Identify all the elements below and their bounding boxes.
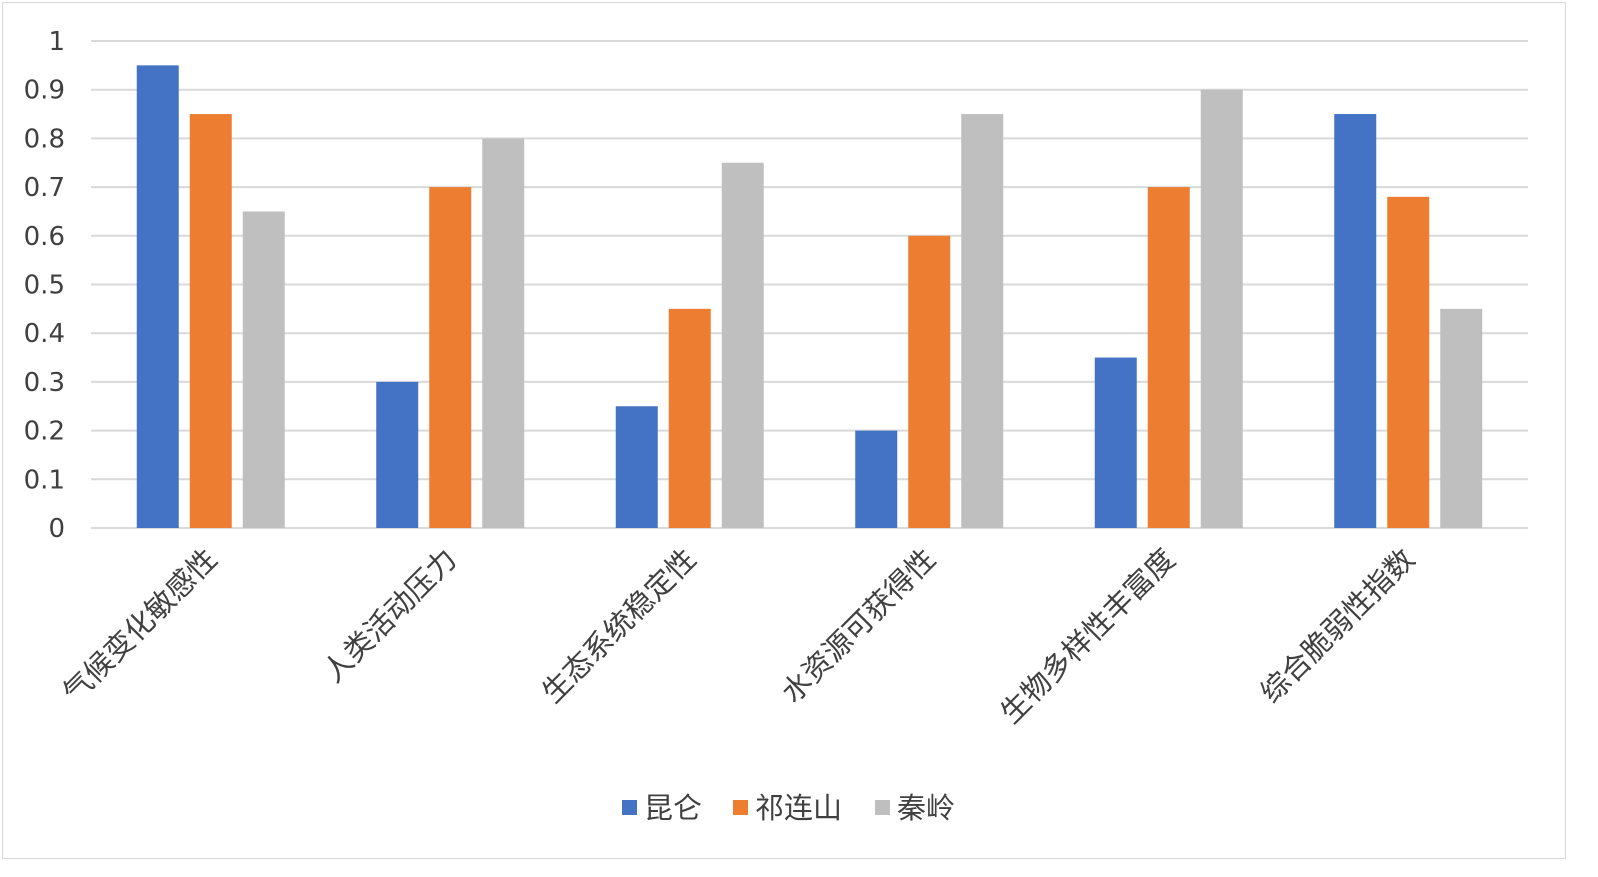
y-tick-label: 0.4 bbox=[24, 319, 65, 349]
legend: 昆仑 祁连山 秦岭 bbox=[622, 791, 955, 825]
x-tick-label: 水资源可获得性 bbox=[775, 542, 943, 710]
y-tick-label: 0 bbox=[48, 514, 65, 544]
x-tick-label: 生态系统稳定性 bbox=[535, 542, 703, 710]
bar-3-1 bbox=[242, 211, 285, 528]
bars bbox=[136, 65, 1483, 529]
bar-2-3 bbox=[668, 308, 711, 528]
bar-2-6 bbox=[1387, 196, 1430, 528]
bar-1-3 bbox=[615, 406, 658, 528]
y-axis: 0 0.1 0.2 0.3 0.4 0.5 0.6 0.7 0.8 0.9 1 bbox=[24, 27, 65, 544]
legend-label: 秦岭 bbox=[897, 791, 955, 825]
bar-3-4 bbox=[961, 114, 1004, 529]
bar-1-5 bbox=[1094, 357, 1137, 528]
y-tick-label: 0.5 bbox=[24, 271, 65, 301]
x-tick-label: 气候变化敏感性 bbox=[56, 542, 224, 710]
y-tick-label: 0.2 bbox=[24, 417, 65, 447]
legend-swatch bbox=[875, 800, 890, 815]
y-tick-label: 1 bbox=[48, 27, 65, 57]
x-tick-label: 生物多样性丰富度 bbox=[994, 542, 1182, 730]
bar-1-1 bbox=[136, 65, 179, 528]
y-tick-label: 0.8 bbox=[24, 124, 65, 154]
bar-3-6 bbox=[1440, 308, 1483, 528]
legend-label: 祁连山 bbox=[755, 791, 842, 825]
bar-1-4 bbox=[855, 430, 898, 528]
legend-swatch bbox=[733, 800, 748, 815]
y-tick-label: 0.7 bbox=[24, 173, 65, 203]
y-tick-label: 0.6 bbox=[24, 222, 65, 252]
legend-label: 昆仑 bbox=[644, 791, 702, 825]
bar-1-2 bbox=[376, 381, 419, 528]
bar-chart: 0 0.1 0.2 0.3 0.4 0.5 0.6 0.7 0.8 0.9 1 气候变化敏感性 人类活… bbox=[24, 27, 1528, 825]
bar-3-5 bbox=[1200, 89, 1243, 528]
y-tick-label: 0.1 bbox=[24, 465, 65, 495]
bar-2-5 bbox=[1147, 187, 1190, 528]
gridlines bbox=[91, 40, 1528, 529]
y-tick-label: 0.3 bbox=[24, 368, 65, 398]
y-tick-label: 0.9 bbox=[24, 76, 65, 106]
bar-3-3 bbox=[721, 162, 764, 528]
x-tick-label: 人类活动压力 bbox=[316, 542, 463, 689]
chart-area: 0 0.1 0.2 0.3 0.4 0.5 0.6 0.7 0.8 0.9 1 气候变化敏感性 人类活… bbox=[2, 2, 1566, 859]
legend-swatch bbox=[622, 800, 637, 815]
bar-2-4 bbox=[908, 235, 951, 529]
bar-2-1 bbox=[189, 114, 232, 529]
x-axis: 气候变化敏感性 人类活动压力 生态系统稳定性 水资源可获得性 生物多样性丰富度 综合脆弱性… bbox=[56, 542, 1421, 730]
bar-3-2 bbox=[482, 138, 525, 528]
bar-1-6 bbox=[1334, 114, 1377, 529]
x-tick-label: 综合脆弱性指数 bbox=[1254, 542, 1422, 710]
bar-2-2 bbox=[429, 187, 472, 528]
